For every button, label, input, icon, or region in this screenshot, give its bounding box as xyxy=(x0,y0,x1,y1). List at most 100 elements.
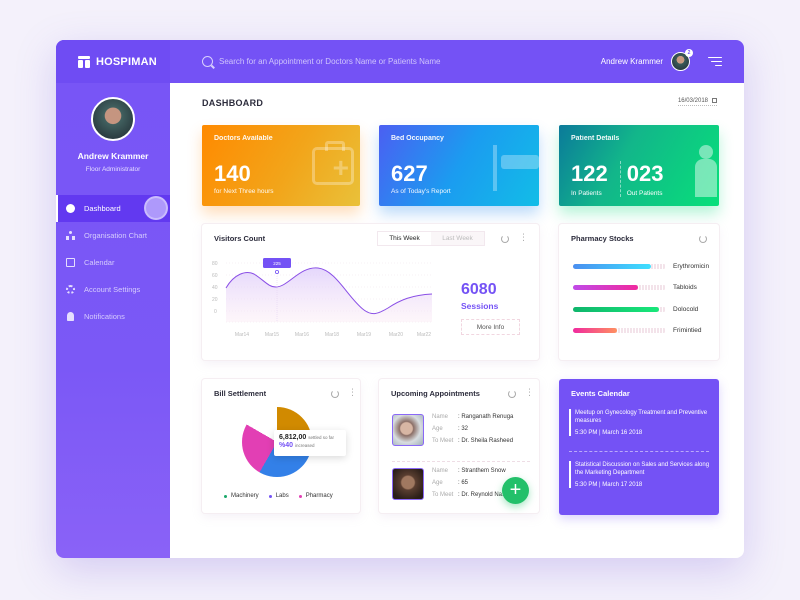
chart-tooltip-value: 225 xyxy=(273,261,281,266)
in-patients: 122 In Patients xyxy=(559,161,620,197)
avatar[interactable]: 2 xyxy=(671,49,693,71)
patient-name: : Ranganath Renuga xyxy=(458,414,514,420)
card-subtitle: As of Today's Report xyxy=(391,188,451,195)
stock-label: Erythromicin xyxy=(673,262,710,270)
event-item[interactable]: Statistical Discussion on Sales and Serv… xyxy=(569,461,713,488)
pie-tooltip: 6,812,00 settled so far %40 increased xyxy=(274,430,346,456)
tab-last-week[interactable]: Last Week xyxy=(431,232,484,245)
search-input[interactable] xyxy=(219,57,519,66)
event-time: 5:30 PM | March 17 2018 xyxy=(575,482,643,488)
appointment-item[interactable]: Name: Stranthem Snow Age: 65 To Meet: Dr… xyxy=(392,465,537,505)
events-calendar-card: Events Calendar Meetup on Gynecology Tre… xyxy=(559,379,719,515)
card-title: Pharmacy Stocks xyxy=(571,234,634,243)
refresh-icon[interactable] xyxy=(508,390,516,398)
refresh-icon[interactable] xyxy=(501,235,509,243)
divider xyxy=(392,461,530,462)
stock-row-dolocold: Dolocold xyxy=(573,305,713,313)
increase-pct: %40 xyxy=(279,442,294,449)
card-subtitle: for Next Three hours xyxy=(214,188,274,195)
event-title: Meetup on Gynecology Treatment and Preve… xyxy=(575,410,708,424)
profile-card: Andrew Krammer Floor Administrator xyxy=(56,83,170,173)
tab-this-week[interactable]: This Week xyxy=(389,235,420,242)
user-name: Andrew Krammer xyxy=(600,57,663,66)
stock-bar xyxy=(573,284,666,290)
event-item[interactable]: Meetup on Gynecology Treatment and Preve… xyxy=(569,409,713,436)
legend-pharmacy[interactable]: Pharmacy xyxy=(298,493,333,499)
increase-label: increased xyxy=(294,443,315,448)
stock-row-erythromicin: Erythromicin xyxy=(573,262,713,270)
sidebar-item-account-settings[interactable]: Account Settings xyxy=(56,276,170,303)
appointment-details: Name: Ranganath Renuga Age: 32 To Meet: … xyxy=(432,411,513,447)
stock-label: Frimintied xyxy=(673,326,702,334)
legend-labs[interactable]: Labs xyxy=(268,493,289,499)
org-chart-icon xyxy=(66,231,75,240)
profile-avatar[interactable] xyxy=(91,97,135,141)
bell-icon xyxy=(67,312,74,321)
stock-label: Tabloids xyxy=(673,283,697,291)
legend-machinery[interactable]: Machinery xyxy=(224,493,259,499)
y-tick: 20 xyxy=(212,297,218,303)
sidebar-nav: Dashboard Organisation Chart Calendar Ac… xyxy=(56,195,170,330)
appointment-item[interactable]: Name: Ranganath Renuga Age: 32 To Meet: … xyxy=(392,411,537,451)
bed-occupancy-card[interactable]: Bed Occupancy 627 As of Today's Report xyxy=(379,125,539,206)
sidebar-item-organisation-chart[interactable]: Organisation Chart xyxy=(56,222,170,249)
x-tick: Mar22 xyxy=(417,332,431,338)
bed-count: 627 xyxy=(391,161,428,186)
doctor-name: : Dr. Reynold Na... xyxy=(458,492,508,498)
user-menu[interactable]: Andrew Krammer 2 xyxy=(600,49,732,71)
profile-role: Floor Administrator xyxy=(85,166,141,173)
y-tick: 80 xyxy=(212,261,218,267)
sidebar-item-dashboard[interactable]: Dashboard xyxy=(56,195,170,222)
calendar-icon xyxy=(712,98,717,103)
patient-age: : 32 xyxy=(458,426,469,432)
card-title: Events Calendar xyxy=(571,389,630,398)
more-options-icon[interactable] xyxy=(519,232,528,243)
date-picker[interactable]: 16/03/2018 xyxy=(677,98,717,107)
x-tick: Mar14 xyxy=(235,332,249,338)
x-tick: Mar19 xyxy=(357,332,371,338)
in-patients-label: In Patients xyxy=(571,190,602,197)
profile-name: Andrew Krammer xyxy=(77,151,149,161)
notification-badge: 2 xyxy=(685,49,693,57)
x-tick: Mar20 xyxy=(389,332,403,338)
search-bar xyxy=(202,56,601,67)
settled-label: settled so far xyxy=(308,435,334,440)
card-title: Visitors Count xyxy=(214,234,266,243)
patient-age: : 65 xyxy=(458,480,469,486)
settled-amount: 6,812,00 xyxy=(279,434,307,441)
card-title: Patient Details xyxy=(571,135,620,142)
visitors-count-card: Visitors Count This Week Last Week 80 60… xyxy=(202,224,539,360)
doctors-available-card[interactable]: Doctors Available 140 for Next Three hou… xyxy=(202,125,360,206)
sidebar-item-calendar[interactable]: Calendar xyxy=(56,249,170,276)
x-tick: Mar15 xyxy=(265,332,279,338)
sidebar-item-notifications[interactable]: Notifications xyxy=(56,303,170,330)
patient-name: : Stranthem Snow xyxy=(458,468,506,474)
brand-logo[interactable]: HOSPIMAN xyxy=(56,40,170,83)
pharmacy-stocks-card: Pharmacy Stocks Erythromicin Tabloids Do… xyxy=(559,224,719,360)
refresh-icon[interactable] xyxy=(699,235,707,243)
upcoming-appointments-card: Upcoming Appointments Name: Ranganath Re… xyxy=(379,379,539,513)
elderly-patient-icon xyxy=(687,145,717,197)
app-window: HOSPIMAN Andrew Krammer 2 Andrew Krammer… xyxy=(56,40,744,558)
sidebar-item-label: Account Settings xyxy=(84,285,141,294)
top-bar: HOSPIMAN Andrew Krammer 2 xyxy=(56,40,744,83)
out-patients-count: 023 xyxy=(626,161,664,186)
main-content: DASHBOARD 16/03/2018 Doctors Available 1… xyxy=(170,83,744,558)
hamburger-menu-icon[interactable] xyxy=(708,56,722,68)
card-title: Upcoming Appointments xyxy=(391,389,480,398)
appointment-details: Name: Stranthem Snow Age: 65 To Meet: Dr… xyxy=(432,465,507,501)
chart-tooltip xyxy=(263,258,291,268)
more-options-icon[interactable] xyxy=(348,387,357,398)
sidebar-item-label: Calendar xyxy=(84,258,115,267)
more-info-button[interactable]: More Info xyxy=(461,319,520,335)
add-appointment-button[interactable]: + xyxy=(502,477,529,504)
y-tick: 60 xyxy=(212,273,218,279)
doctor-name: : Dr. Sheila Rasheed xyxy=(458,438,514,444)
patient-photo xyxy=(392,414,424,446)
card-title: Bed Occupancy xyxy=(391,135,444,142)
hospital-bed-icon xyxy=(491,145,539,193)
patient-details-card[interactable]: Patient Details 122 In Patients 023 Out … xyxy=(559,125,719,206)
more-options-icon[interactable] xyxy=(525,387,534,398)
page-title: DASHBOARD xyxy=(202,98,264,108)
refresh-icon[interactable] xyxy=(331,390,339,398)
